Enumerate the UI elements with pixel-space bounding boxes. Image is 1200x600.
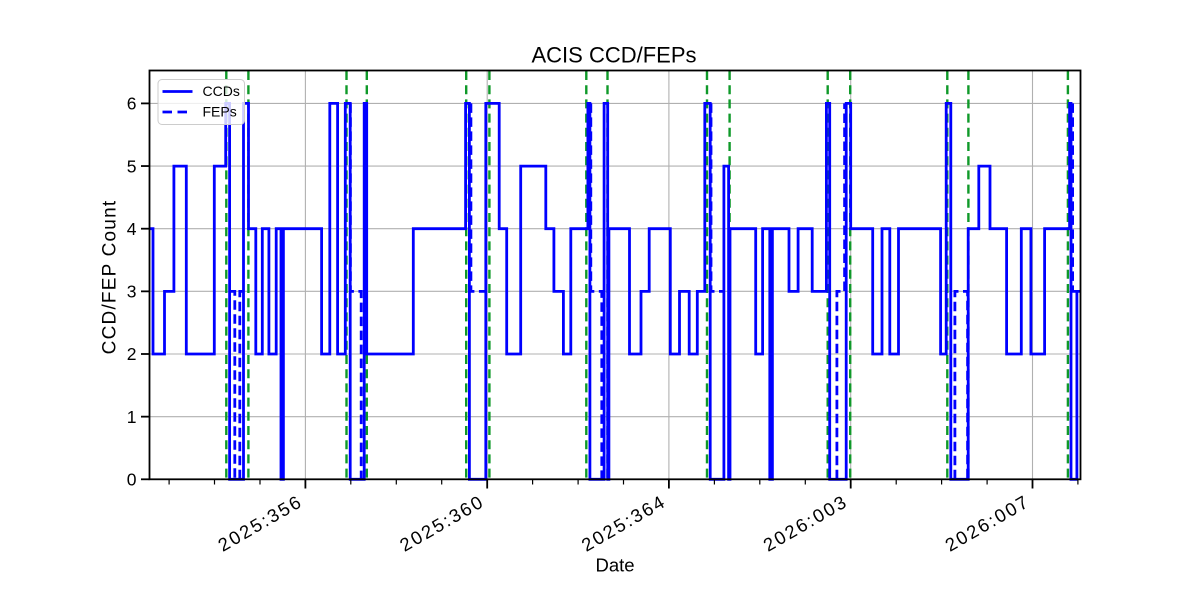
svg-text:2: 2 bbox=[127, 344, 137, 364]
svg-text:ACIS CCD/FEPs: ACIS CCD/FEPs bbox=[531, 43, 696, 68]
svg-text:3: 3 bbox=[127, 282, 137, 302]
svg-text:Date: Date bbox=[595, 555, 634, 576]
svg-text:FEPs: FEPs bbox=[203, 104, 237, 120]
svg-text:CCDs: CCDs bbox=[203, 83, 240, 99]
svg-text:0: 0 bbox=[127, 470, 137, 490]
svg-text:4: 4 bbox=[127, 219, 137, 239]
svg-text:5: 5 bbox=[127, 156, 137, 176]
svg-text:CCD/FEP Count: CCD/FEP Count bbox=[100, 200, 121, 355]
svg-text:6: 6 bbox=[127, 94, 137, 114]
svg-text:1: 1 bbox=[127, 407, 137, 427]
